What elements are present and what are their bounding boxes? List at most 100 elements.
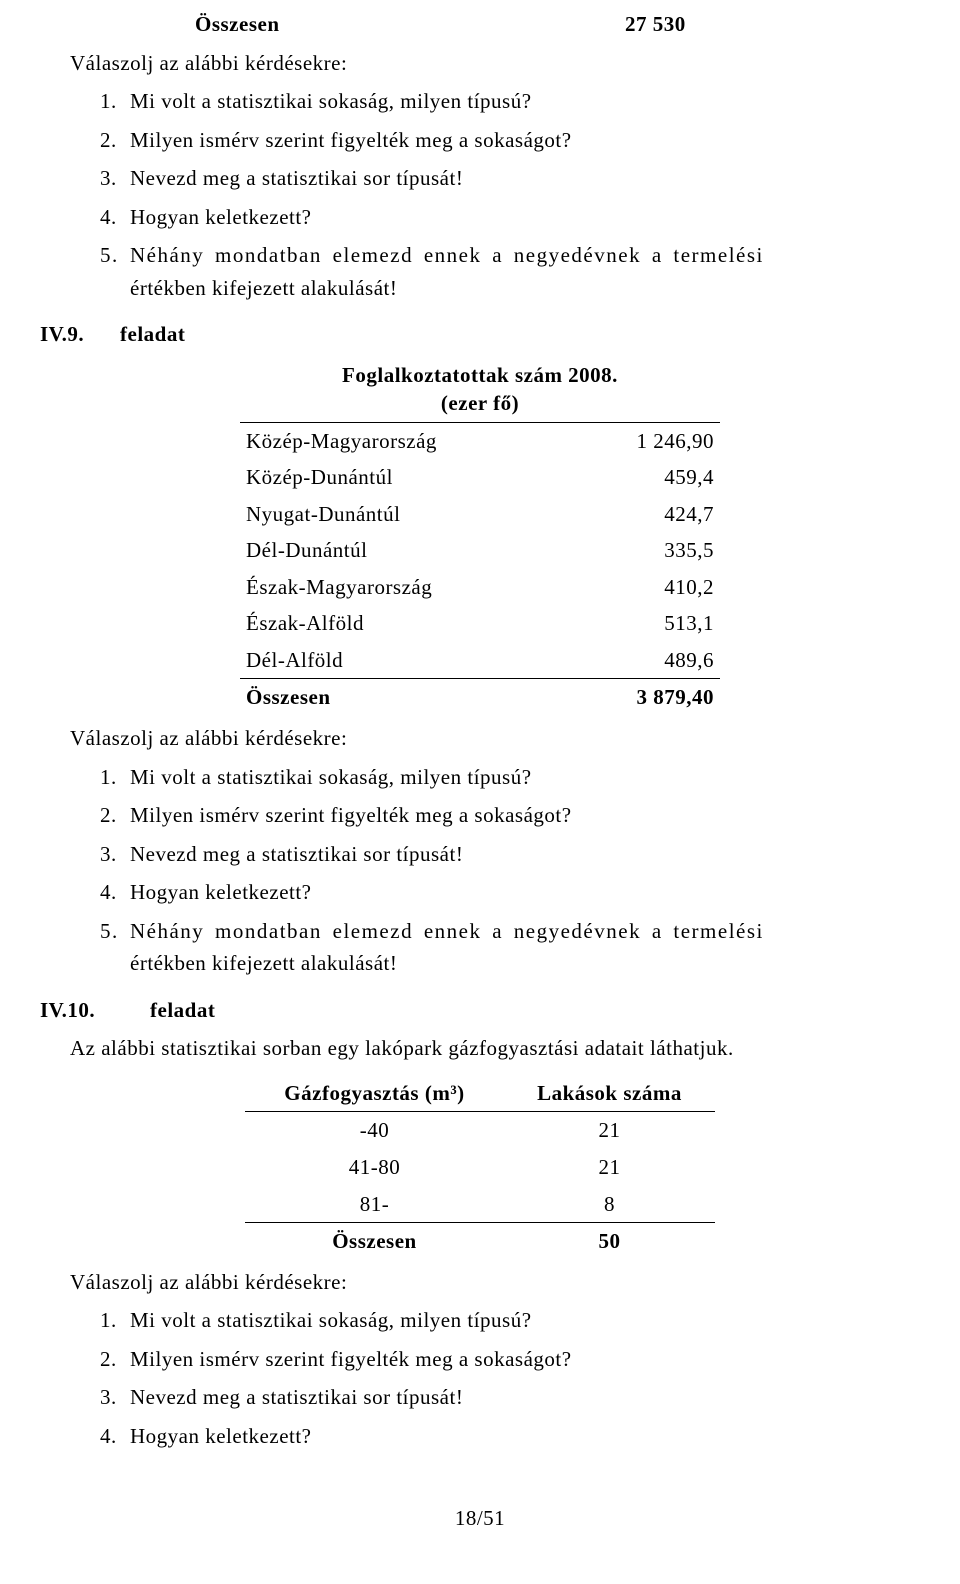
list-item: 2.Milyen ismérv szerint figyelték meg a … — [100, 124, 890, 157]
list-number: 2. — [100, 799, 130, 832]
question-text: Milyen ismérv szerint figyelték meg a so… — [130, 1347, 572, 1371]
section-heading-iv9: IV.9.feladat — [40, 318, 890, 351]
list-item: 2.Milyen ismérv szerint figyelték meg a … — [100, 799, 890, 832]
flat-count: 21 — [504, 1112, 715, 1149]
question-text: Milyen ismérv szerint figyelték meg a so… — [130, 803, 572, 827]
question-text: Nevezd meg a statisztikai sor típusát! — [130, 166, 463, 190]
table-row: -4021 — [245, 1112, 715, 1149]
table-row: Észak-Magyarország410,2 — [240, 569, 720, 606]
table-header-row: Gázfogyasztás (m³) Lakások száma — [245, 1075, 715, 1112]
question-text: Hogyan keletkezett? — [130, 880, 312, 904]
answer-prompt: Válaszolj az alábbi kérdésekre: — [70, 722, 890, 755]
list-item: 1.Mi volt a statisztikai sokaság, milyen… — [100, 85, 890, 118]
region-value: 335,5 — [573, 532, 720, 569]
list-item: 3.Nevezd meg a statisztikai sor típusát! — [100, 1381, 890, 1414]
list-item: 4.Hogyan keletkezett? — [100, 876, 890, 909]
top-total-label: Összesen — [70, 8, 625, 41]
section-number: IV.10. — [40, 994, 150, 1027]
question-text-cont: értékben kifejezett alakulását! — [130, 276, 397, 300]
table-row: Közép-Dunántúl459,4 — [240, 459, 720, 496]
question-list-3: 1.Mi volt a statisztikai sokaság, milyen… — [100, 1304, 890, 1452]
table-total-row: Összesen3 879,40 — [240, 679, 720, 716]
gas-range: -40 — [245, 1112, 504, 1149]
region-name: Észak-Alföld — [240, 605, 573, 642]
list-item: 4.Hogyan keletkezett? — [100, 201, 890, 234]
list-item: 1.Mi volt a statisztikai sokaság, milyen… — [100, 1304, 890, 1337]
table-row: Dél-Dunántúl335,5 — [240, 532, 720, 569]
list-number: 3. — [100, 1381, 130, 1414]
list-number: 4. — [100, 876, 130, 909]
top-total-row: Összesen 27 530 — [70, 8, 890, 41]
list-item: 5.Néhány mondatban elemezd ennek a negye… — [100, 239, 890, 304]
list-number: 4. — [100, 201, 130, 234]
region-value: 424,7 — [573, 496, 720, 533]
col-header: Lakások száma — [504, 1075, 715, 1112]
list-item: 1.Mi volt a statisztikai sokaság, milyen… — [100, 761, 890, 794]
table-regions: Közép-Magyarország1 246,90 Közép-Dunántú… — [240, 422, 720, 716]
col-header: Gázfogyasztás (m³) — [245, 1075, 504, 1112]
region-value: 410,2 — [573, 569, 720, 606]
list-number: 2. — [100, 124, 130, 157]
section-heading-iv10: IV.10.feladat — [40, 994, 890, 1027]
list-item: 3.Nevezd meg a statisztikai sor típusát! — [100, 162, 890, 195]
section-title: feladat — [150, 998, 215, 1022]
section-number: IV.9. — [40, 318, 120, 351]
list-number: 1. — [100, 85, 130, 118]
list-number: 5. — [100, 915, 130, 948]
section-title: feladat — [120, 322, 185, 346]
table-row: 41-8021 — [245, 1149, 715, 1186]
question-text: Milyen ismérv szerint figyelték meg a so… — [130, 128, 572, 152]
list-item: 2.Milyen ismérv szerint figyelték meg a … — [100, 1343, 890, 1376]
table-row: Dél-Alföld489,6 — [240, 642, 720, 679]
table-row: Nyugat-Dunántúl424,7 — [240, 496, 720, 533]
flat-count: 21 — [504, 1149, 715, 1186]
total-value: 50 — [504, 1223, 715, 1260]
region-name: Közép-Dunántúl — [240, 459, 573, 496]
question-text: Mi volt a statisztikai sokaság, milyen t… — [130, 1308, 532, 1332]
table-row: 81-8 — [245, 1186, 715, 1223]
total-label: Összesen — [240, 679, 573, 716]
list-number: 3. — [100, 838, 130, 871]
top-total-value: 27 530 — [625, 8, 686, 41]
list-number: 1. — [100, 761, 130, 794]
total-value: 3 879,40 — [573, 679, 720, 716]
question-text: Hogyan keletkezett? — [130, 1424, 312, 1448]
region-name: Közép-Magyarország — [240, 422, 573, 459]
page-number: 18/51 — [70, 1502, 890, 1535]
table1-title-line2: (ezer fő) — [441, 391, 519, 415]
answer-prompt: Válaszolj az alábbi kérdésekre: — [70, 1266, 890, 1299]
list-number: 1. — [100, 1304, 130, 1337]
list-number: 4. — [100, 1420, 130, 1453]
question-text: Mi volt a statisztikai sokaság, milyen t… — [130, 89, 532, 113]
answer-prompt: Válaszolj az alábbi kérdésekre: — [70, 47, 890, 80]
section10-intro: Az alábbi statisztikai sorban egy lakópa… — [70, 1032, 890, 1065]
question-text: Hogyan keletkezett? — [130, 205, 312, 229]
table1-title-line1: Foglalkoztatottak szám 2008. — [342, 363, 618, 387]
question-text: Nevezd meg a statisztikai sor típusát! — [130, 1385, 463, 1409]
question-list-1: 1.Mi volt a statisztikai sokaság, milyen… — [100, 85, 890, 304]
gas-range: 41-80 — [245, 1149, 504, 1186]
list-number: 2. — [100, 1343, 130, 1376]
region-value: 489,6 — [573, 642, 720, 679]
region-name: Észak-Magyarország — [240, 569, 573, 606]
question-text: Mi volt a statisztikai sokaság, milyen t… — [130, 765, 532, 789]
list-number: 5. — [100, 239, 130, 272]
region-value: 459,4 — [573, 459, 720, 496]
list-item: 4.Hogyan keletkezett? — [100, 1420, 890, 1453]
region-name: Dél-Alföld — [240, 642, 573, 679]
total-label: Összesen — [245, 1223, 504, 1260]
list-item: 3.Nevezd meg a statisztikai sor típusát! — [100, 838, 890, 871]
question-list-2: 1.Mi volt a statisztikai sokaság, milyen… — [100, 761, 890, 980]
table-total-row: Összesen50 — [245, 1223, 715, 1260]
region-value: 1 246,90 — [573, 422, 720, 459]
question-text: Nevezd meg a statisztikai sor típusát! — [130, 842, 463, 866]
gas-range: 81- — [245, 1186, 504, 1223]
region-name: Dél-Dunántúl — [240, 532, 573, 569]
question-text-cont: értékben kifejezett alakulását! — [130, 951, 397, 975]
region-name: Nyugat-Dunántúl — [240, 496, 573, 533]
question-text: Néhány mondatban elemezd ennek a negyedé… — [130, 243, 764, 267]
region-value: 513,1 — [573, 605, 720, 642]
question-text: Néhány mondatban elemezd ennek a negyedé… — [130, 919, 764, 943]
list-item: 5.Néhány mondatban elemezd ennek a negye… — [100, 915, 890, 980]
table-gas: Gázfogyasztás (m³) Lakások száma -4021 4… — [245, 1075, 715, 1260]
